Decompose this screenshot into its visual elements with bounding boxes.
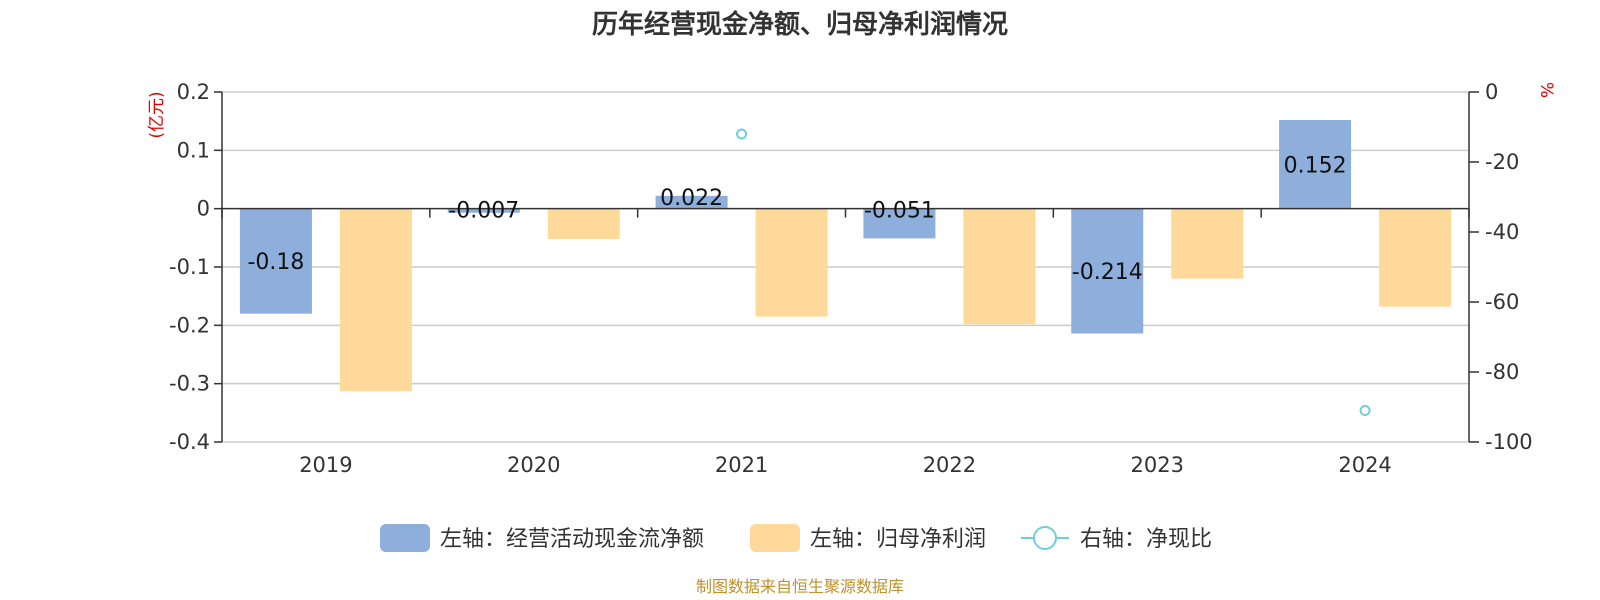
x-tick-label: 2023 xyxy=(1131,453,1184,477)
chart-title: 历年经营现金净额、归母净利润情况 xyxy=(592,9,1008,40)
source-note: 制图数据来自恒生聚源数据库 xyxy=(696,577,904,596)
legend-label-ratio: 右轴：净现比 xyxy=(1080,527,1212,552)
legend-item-net-profit[interactable]: 左轴：归母净利润 xyxy=(750,524,986,552)
legend-label-cash-flow: 左轴：经营活动现金流净额 xyxy=(440,527,704,552)
left-tick-label: -0.4 xyxy=(169,430,210,454)
legend-marker-ratio xyxy=(1033,526,1057,550)
legend-item-ratio[interactable]: 右轴：净现比 xyxy=(1021,526,1212,552)
ratio-points xyxy=(736,128,1371,416)
bar-net-profit xyxy=(1379,208,1452,307)
data-labels: -0.18 -0.007 0.022 -0.051 -0.214 0.152 xyxy=(247,153,1346,285)
legend-label-net-profit: 左轴：归母净利润 xyxy=(810,527,986,552)
axes: 0.2 0.1 0 -0.1 -0.2 -0.3 -0.4 0 -20 -40 -60 -80 -100… xyxy=(169,80,1533,477)
legend-swatch-cash-flow xyxy=(380,524,430,552)
right-tick-label: -60 xyxy=(1485,290,1519,314)
bar-net-profit xyxy=(339,208,412,392)
right-tick-label: -100 xyxy=(1485,430,1533,454)
x-tick-label: 2020 xyxy=(507,453,560,477)
bar-cash-flow xyxy=(1279,120,1352,209)
bars xyxy=(239,120,1452,392)
ratio-point xyxy=(1359,405,1371,416)
left-tick-label: 0.2 xyxy=(177,80,210,104)
legend: 左轴：经营活动现金流净额 左轴：归母净利润 右轴：净现比 xyxy=(380,524,1212,552)
bar-cash-flow xyxy=(1071,208,1144,334)
left-tick-label: -0.1 xyxy=(169,255,210,279)
x-tick-label: 2022 xyxy=(923,453,976,477)
bar-cash-flow xyxy=(447,208,520,213)
bar-cash-flow xyxy=(863,208,936,239)
gridlines xyxy=(222,91,1469,443)
data-label-cash-flow: -0.214 xyxy=(1072,260,1143,285)
bar-net-profit xyxy=(1171,208,1244,279)
bar-cash-flow xyxy=(239,208,312,314)
bar-net-profit xyxy=(963,208,1036,325)
right-tick-label: -40 xyxy=(1485,220,1519,244)
right-axis-unit: % xyxy=(1536,82,1556,98)
right-tick-label: 0 xyxy=(1485,80,1498,104)
legend-item-cash-flow[interactable]: 左轴：经营活动现金流净额 xyxy=(380,524,704,552)
data-label-cash-flow: -0.18 xyxy=(247,250,304,275)
left-tick-label: -0.2 xyxy=(169,313,210,337)
left-axis-unit: (亿元) xyxy=(147,91,167,138)
data-label-cash-flow: 0.022 xyxy=(660,186,723,211)
left-tick-label: 0 xyxy=(197,197,210,221)
right-tick-label: -20 xyxy=(1485,150,1519,174)
right-tick-label: -80 xyxy=(1485,360,1519,384)
data-label-cash-flow: -0.051 xyxy=(864,199,935,224)
bar-net-profit xyxy=(547,208,620,239)
x-tick-label: 2021 xyxy=(715,453,768,477)
x-tick-label: 2024 xyxy=(1338,453,1391,477)
data-label-cash-flow: -0.007 xyxy=(448,199,519,224)
bar-cash-flow xyxy=(655,195,728,209)
ratio-point xyxy=(736,128,748,140)
legend-swatch-net-profit xyxy=(750,524,800,552)
left-tick-label: -0.3 xyxy=(169,372,210,396)
bar-net-profit xyxy=(755,208,828,317)
x-tick-label: 2019 xyxy=(299,453,352,477)
data-label-cash-flow: 0.152 xyxy=(1284,153,1347,178)
left-tick-label: 0.1 xyxy=(177,138,210,162)
